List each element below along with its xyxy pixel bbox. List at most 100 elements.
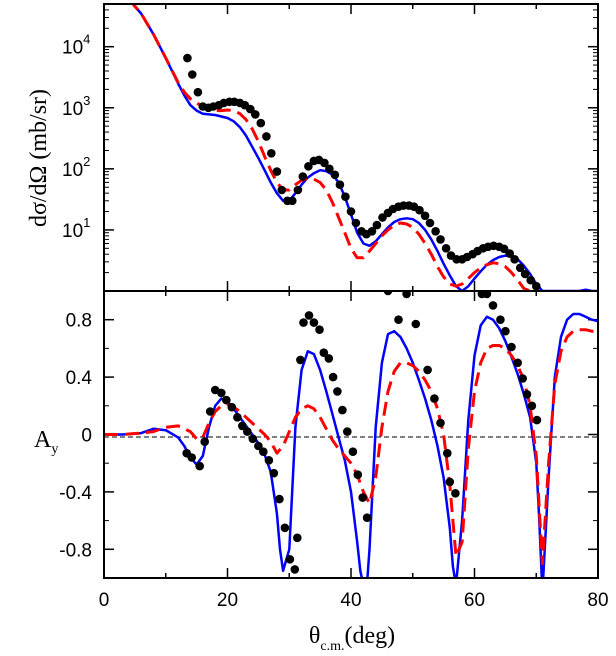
data-point xyxy=(343,427,352,436)
top-y-tick-labels: 101 102 103 104 xyxy=(62,32,90,242)
data-point xyxy=(285,555,295,564)
data-point xyxy=(436,418,445,428)
data-point xyxy=(383,291,393,296)
data-point xyxy=(526,275,535,285)
bottom-y-axis-label: Ay xyxy=(34,427,58,457)
x-tick-label: 0 xyxy=(99,590,110,611)
data-point xyxy=(436,235,445,244)
top-plot-area xyxy=(104,4,598,291)
data-point xyxy=(499,244,509,254)
data-point xyxy=(304,162,313,171)
data-point xyxy=(288,196,297,206)
data-point xyxy=(298,172,308,181)
data-point xyxy=(411,319,421,329)
data-point xyxy=(510,254,519,264)
top-data-points xyxy=(183,53,541,291)
data-point xyxy=(445,477,455,487)
data-point xyxy=(372,220,382,230)
data-point xyxy=(280,523,290,533)
data-point xyxy=(348,447,358,457)
data-point xyxy=(188,70,197,79)
data-point xyxy=(183,53,192,63)
data-point xyxy=(277,185,287,195)
data-point xyxy=(488,301,498,310)
y-tick-label: 101 xyxy=(62,215,90,242)
data-point xyxy=(195,461,204,471)
data-point xyxy=(248,434,258,444)
data-point xyxy=(251,110,260,119)
data-point xyxy=(217,388,226,398)
data-point xyxy=(267,149,276,158)
data-point xyxy=(496,315,505,325)
data-point xyxy=(262,132,271,141)
x-tick-label: 40 xyxy=(340,590,361,611)
data-point xyxy=(420,211,430,221)
data-point xyxy=(362,513,372,522)
data-point xyxy=(264,456,274,465)
data-point xyxy=(430,394,439,403)
data-point xyxy=(335,180,345,189)
data-point xyxy=(507,342,516,352)
y-tick-label: 0.4 xyxy=(66,368,93,389)
data-point xyxy=(320,158,329,168)
data-point xyxy=(402,291,411,299)
y-tick-label: 102 xyxy=(62,154,90,181)
bottom-ticks xyxy=(103,290,599,579)
x-axis-label: θc.m.(deg) xyxy=(309,623,395,654)
data-point xyxy=(272,167,282,176)
data-point xyxy=(193,87,203,97)
data-point xyxy=(341,192,350,201)
data-point xyxy=(451,489,460,498)
data-point xyxy=(522,390,532,399)
y-tick-label: 103 xyxy=(62,93,90,120)
data-point xyxy=(325,164,334,174)
data-point xyxy=(532,415,542,425)
y-tick-label: -0.4 xyxy=(59,483,92,504)
data-point xyxy=(353,470,363,480)
data-point xyxy=(269,468,279,478)
data-point xyxy=(394,315,403,325)
data-point xyxy=(333,387,342,396)
red-dashed-curve xyxy=(130,4,537,291)
y-tick-label: 0.8 xyxy=(66,311,92,332)
data-point xyxy=(431,227,440,236)
data-point xyxy=(324,354,334,363)
asymmetry-panel: -0.8 -0.4 0 0.4 0.8 0 20 40 60 80 Ay θc.m.(deg) xyxy=(34,290,609,654)
data-point xyxy=(238,421,247,431)
data-point xyxy=(520,269,530,279)
x-tick-labels: 0 20 40 60 80 xyxy=(99,590,609,611)
data-point xyxy=(515,263,525,273)
data-point xyxy=(243,427,252,436)
data-point xyxy=(315,325,324,335)
data-point xyxy=(227,402,237,412)
data-point xyxy=(304,311,314,320)
data-point xyxy=(441,244,451,253)
data-point xyxy=(367,227,377,236)
x-tick-label: 20 xyxy=(217,590,238,611)
data-point xyxy=(518,374,527,383)
data-point xyxy=(443,448,452,458)
bottom-y-tick-labels: -0.8 -0.4 0 0.4 0.8 xyxy=(59,311,92,562)
data-point xyxy=(299,318,308,327)
x-tick-label: 80 xyxy=(587,590,608,611)
data-point xyxy=(222,395,231,405)
data-point xyxy=(358,493,368,502)
data-point xyxy=(319,348,329,358)
data-point xyxy=(330,170,340,180)
data-point xyxy=(513,358,522,368)
data-point xyxy=(259,447,268,457)
bottom-data-points xyxy=(182,291,542,574)
data-point xyxy=(328,372,338,382)
data-point xyxy=(351,218,361,228)
data-point xyxy=(425,218,435,228)
y-tick-label: 104 xyxy=(62,32,90,59)
x-tick-label: 60 xyxy=(464,590,485,611)
data-point xyxy=(423,365,432,375)
data-point xyxy=(275,494,284,504)
cross-section-panel: 101 102 103 104 dσ/dΩ (mb/sr) xyxy=(26,3,599,291)
data-point xyxy=(205,407,215,416)
data-point xyxy=(293,533,302,543)
data-point xyxy=(527,401,537,411)
data-point xyxy=(501,326,510,336)
